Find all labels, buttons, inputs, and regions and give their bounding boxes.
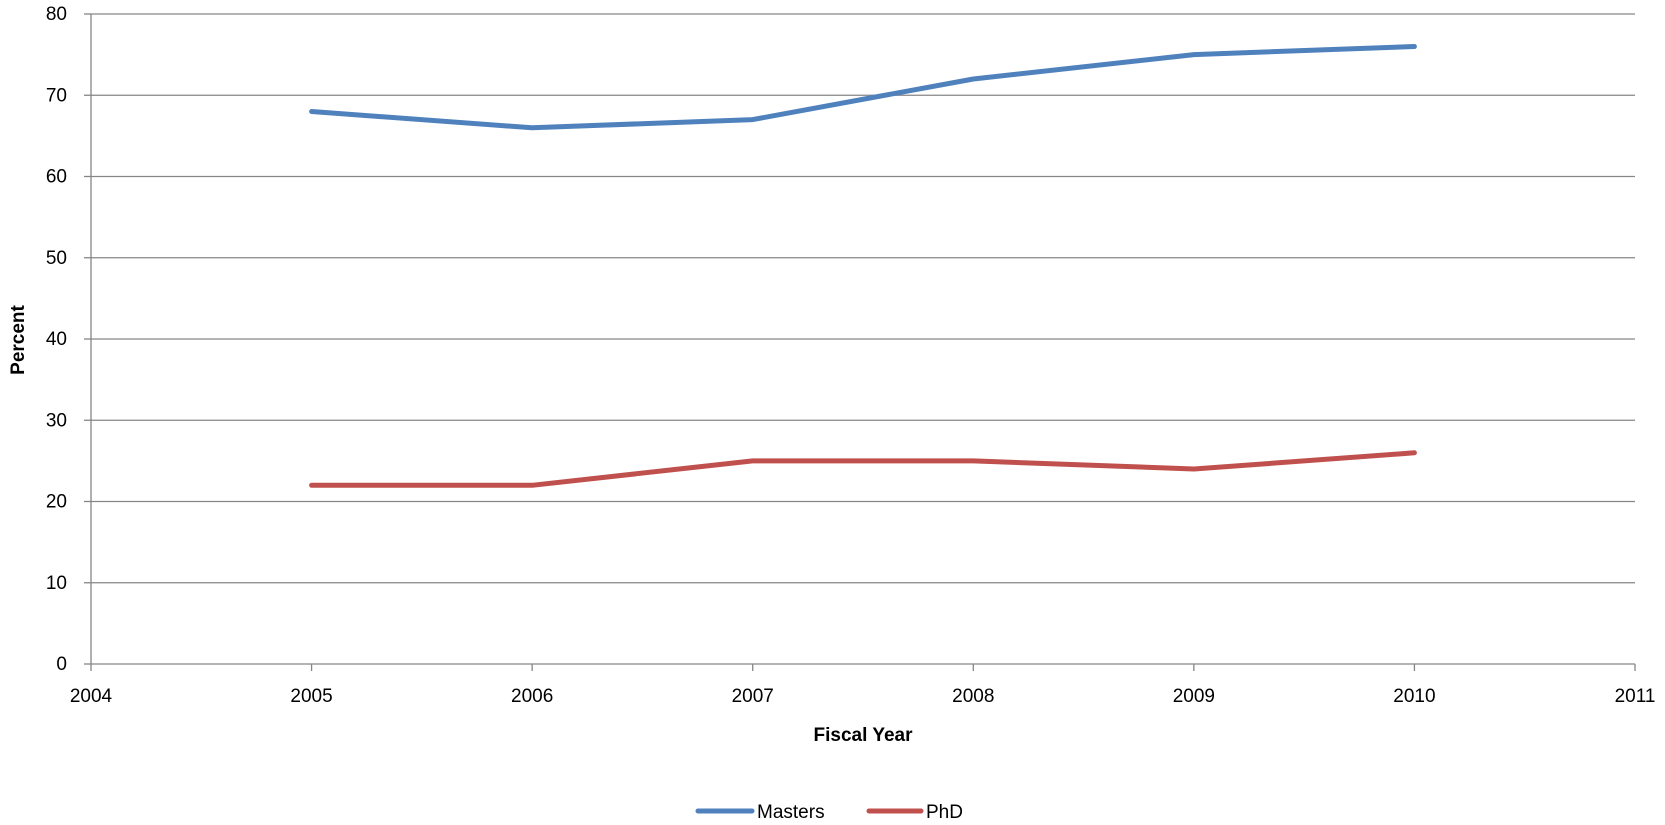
x-tick-label: 2005: [290, 686, 332, 707]
y-tick-label: 50: [46, 248, 67, 269]
y-tick-label: 0: [56, 654, 67, 675]
grid-lines: [91, 13, 1635, 584]
x-tick-label: 2007: [732, 686, 774, 707]
y-tick-label: 10: [46, 573, 67, 594]
y-axis-title: Percent: [8, 304, 29, 374]
y-tick-label: 80: [46, 4, 67, 25]
x-tick-labels: 2004 2005 2006 2007 2008 2009 2010 2011: [70, 686, 1656, 707]
y-tick-label: 30: [46, 410, 67, 431]
x-tick-label: 2006: [511, 686, 553, 707]
legend-label: PhD: [926, 802, 963, 823]
legend-item-phd: PhD: [866, 802, 963, 823]
x-tick-label: 2011: [1615, 686, 1656, 707]
series-line-masters: [309, 44, 1417, 131]
y-tick-labels: 0 10 20 30 40 50 60 70 80: [46, 4, 67, 675]
axes: [84, 13, 1636, 671]
x-tick-label: 2004: [70, 686, 113, 707]
y-tick-label: 70: [46, 85, 67, 106]
y-tick-label: 20: [46, 492, 67, 513]
series-lines: [309, 44, 1417, 488]
legend-label: Masters: [757, 802, 825, 823]
x-tick-label: 2008: [952, 686, 994, 707]
x-tick-label: 2010: [1393, 686, 1435, 707]
y-tick-label: 40: [46, 329, 67, 350]
x-tick-label: 2009: [1173, 686, 1215, 707]
legend: Masters PhD: [695, 802, 963, 823]
y-tick-label: 60: [46, 167, 67, 188]
series-line-phd: [309, 450, 1417, 488]
legend-item-masters: Masters: [695, 802, 825, 823]
x-axis-title: Fiscal Year: [814, 725, 914, 746]
